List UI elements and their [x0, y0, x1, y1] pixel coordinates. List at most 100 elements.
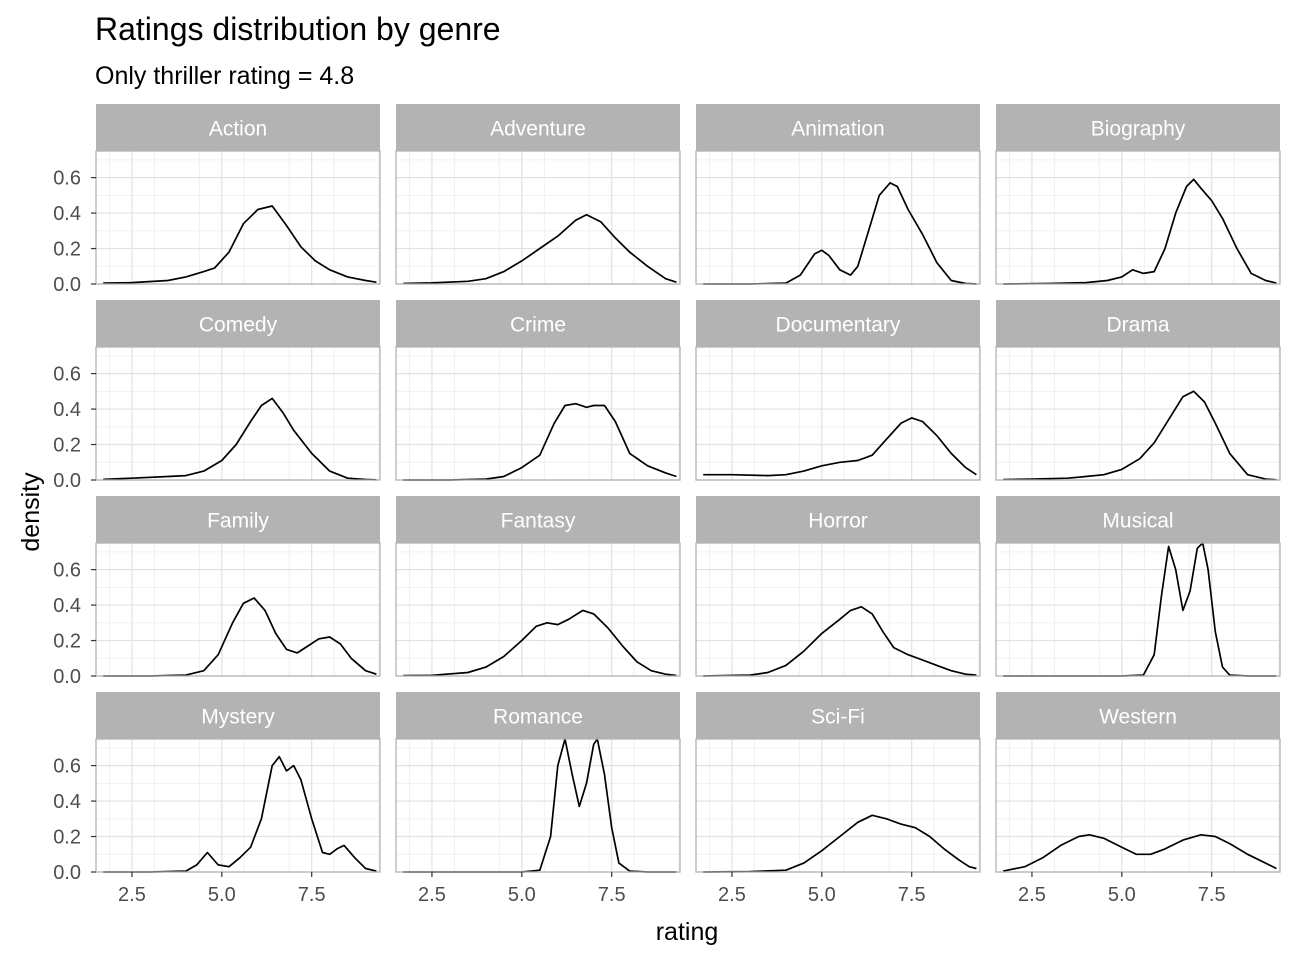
- y-tick-label: 0.4: [53, 791, 81, 813]
- strip-label-adventure: Adventure: [490, 118, 586, 141]
- density-line-horror: [703, 605, 977, 677]
- panel-border: [995, 738, 1281, 873]
- panel-border: [395, 542, 681, 677]
- panel-animation: Animation: [695, 104, 981, 285]
- strip-mystery: [96, 692, 380, 739]
- strip-label-family: Family: [207, 510, 269, 533]
- x-tick-label: 7.5: [598, 884, 626, 906]
- x-axis-label: rating: [656, 918, 719, 946]
- x-tick-label: 7.5: [298, 884, 326, 906]
- density-line-musical: [1003, 542, 1277, 677]
- panel-comedy: Comedy 0.0 0.2 0.4 0.6: [53, 300, 381, 492]
- x-tick-label: 2.5: [118, 884, 146, 906]
- strip-animation: [696, 104, 980, 151]
- panel-border: [695, 346, 981, 481]
- x-tick-label: 5.0: [208, 884, 236, 906]
- strip-label-sci-fi: Sci-Fi: [811, 706, 865, 729]
- panel-border: [95, 346, 381, 481]
- strip-adventure: [396, 104, 680, 151]
- panel-border: [95, 738, 381, 873]
- strip-action: [96, 104, 380, 151]
- x-tick-label: 5.0: [808, 884, 836, 906]
- strip-label-biography: Biography: [1091, 118, 1186, 141]
- panel-romance: Romance 2.5 5.0 7.5: [395, 692, 681, 906]
- panel-drama: Drama: [995, 300, 1281, 481]
- strip-label-drama: Drama: [1106, 314, 1169, 337]
- panel-fantasy: Fantasy: [395, 496, 681, 677]
- strip-label-fantasy: Fantasy: [501, 510, 576, 533]
- y-tick-label: 0.6: [53, 560, 81, 582]
- panel-documentary: Documentary: [695, 300, 981, 481]
- panel-biography: Biography: [995, 104, 1281, 285]
- panel-border: [995, 150, 1281, 285]
- density-line-biography: [1003, 178, 1277, 285]
- x-tick-label: 2.5: [1018, 884, 1046, 906]
- density-line-fantasy: [403, 609, 677, 677]
- density-line-mystery: [103, 755, 377, 873]
- density-line-comedy: [103, 397, 377, 481]
- panel-border: [95, 542, 381, 677]
- panel-border: [695, 150, 981, 285]
- strip-fantasy: [396, 496, 680, 543]
- panel-border: [695, 738, 981, 873]
- density-line-family: [103, 597, 377, 677]
- panel-border: [95, 150, 381, 285]
- strip-western: [996, 692, 1280, 739]
- chart-subtitle: Only thriller rating = 4.8: [95, 62, 354, 90]
- y-tick-label: 0.0: [53, 666, 81, 688]
- strip-biography: [996, 104, 1280, 151]
- y-tick-label: 0.6: [53, 168, 81, 190]
- strip-label-musical: Musical: [1102, 510, 1173, 533]
- density-line-action: [103, 205, 377, 284]
- panel-border: [395, 346, 681, 481]
- facet-panels: Action 0.0 0.2 0.4 0.6 Adventure Animation Biog…: [53, 104, 1281, 906]
- x-tick-label: 2.5: [718, 884, 746, 906]
- panel-horror: Horror: [695, 496, 981, 677]
- x-tick-label: 5.0: [508, 884, 536, 906]
- panel-border: [695, 542, 981, 677]
- panel-mystery: Mystery 0.0 0.2 0.4 0.6 2.5 5.0 7.5: [53, 692, 381, 906]
- strip-sci-fi: [696, 692, 980, 739]
- density-line-sci-fi: [703, 814, 977, 873]
- strip-drama: [996, 300, 1280, 347]
- panel-border: [995, 542, 1281, 677]
- panel-adventure: Adventure: [395, 104, 681, 285]
- y-tick-label: 0.4: [53, 595, 81, 617]
- x-tick-label: 7.5: [1198, 884, 1226, 906]
- y-tick-label: 0.2: [53, 435, 81, 457]
- strip-comedy: [96, 300, 380, 347]
- panel-western: Western 2.5 5.0 7.5: [995, 692, 1281, 906]
- y-tick-label: 0.2: [53, 827, 81, 849]
- strip-label-western: Western: [1099, 706, 1177, 729]
- y-tick-label: 0.2: [53, 239, 81, 261]
- strip-label-action: Action: [209, 118, 267, 141]
- strip-label-horror: Horror: [808, 510, 868, 533]
- strip-label-comedy: Comedy: [199, 314, 278, 337]
- strip-romance: [396, 692, 680, 739]
- panel-musical: Musical: [995, 496, 1281, 677]
- density-line-crime: [403, 402, 677, 481]
- strip-documentary: [696, 300, 980, 347]
- y-tick-label: 0.6: [53, 756, 81, 778]
- x-tick-label: 2.5: [418, 884, 446, 906]
- panel-border: [395, 738, 681, 873]
- y-axis-label: density: [17, 472, 45, 552]
- x-tick-label: 7.5: [898, 884, 926, 906]
- strip-label-crime: Crime: [510, 314, 566, 337]
- y-tick-label: 0.0: [53, 274, 81, 296]
- panel-border: [395, 150, 681, 285]
- strip-horror: [696, 496, 980, 543]
- strip-label-animation: Animation: [791, 118, 884, 141]
- y-tick-label: 0.0: [53, 862, 81, 884]
- panel-action: Action 0.0 0.2 0.4 0.6: [53, 104, 381, 296]
- chart-title: Ratings distribution by genre: [95, 11, 501, 47]
- panel-family: Family 0.0 0.2 0.4 0.6: [53, 496, 381, 688]
- x-tick-label: 5.0: [1108, 884, 1136, 906]
- panel-crime: Crime: [395, 300, 681, 481]
- strip-label-romance: Romance: [493, 706, 583, 729]
- density-line-western: [1003, 833, 1277, 872]
- strip-family: [96, 496, 380, 543]
- panel-sci-fi: Sci-Fi 2.5 5.0 7.5: [695, 692, 981, 906]
